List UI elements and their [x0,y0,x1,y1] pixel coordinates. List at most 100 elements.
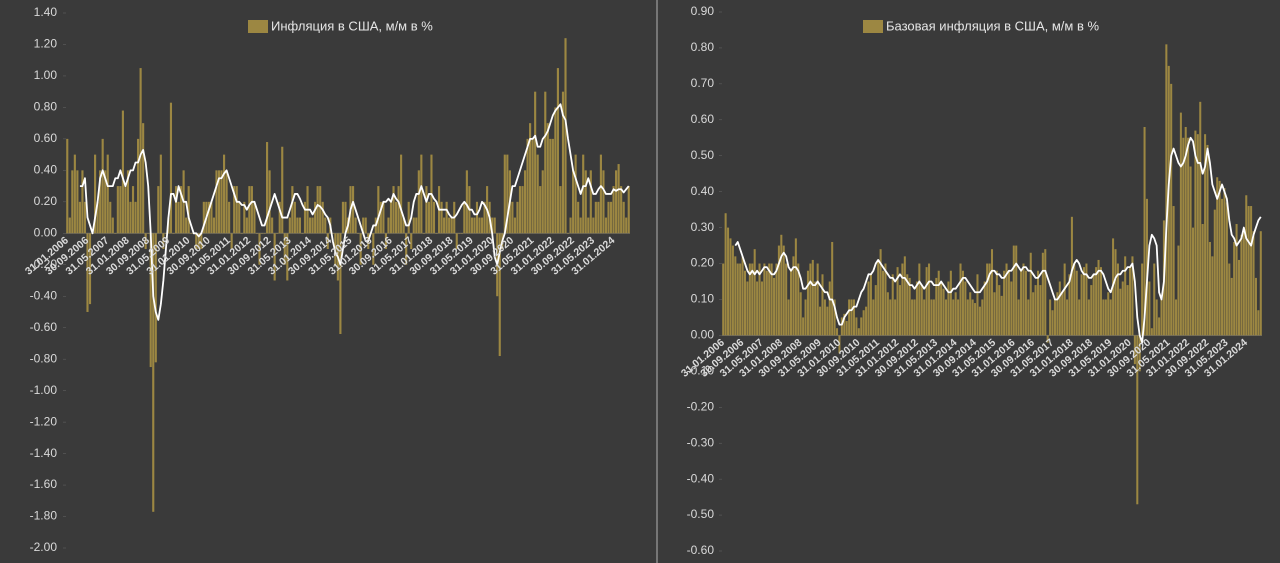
bar [354,217,357,234]
bar [76,170,79,234]
bar [1218,180,1221,336]
bar [607,201,610,234]
bar [139,68,142,234]
bar [235,186,238,234]
y-tick-label: 0.80 [691,40,715,54]
bar [99,170,102,234]
bar [341,201,345,234]
bar [773,277,776,336]
bar [911,299,914,336]
bar [281,146,284,234]
bar [935,277,938,336]
bar [86,233,89,312]
bar [1133,335,1136,365]
bar [1099,267,1102,336]
bar [995,270,998,336]
bar [869,274,872,336]
bar [425,186,428,234]
bar [364,217,367,234]
bar [1165,44,1168,336]
y-tick-label: 0.70 [691,76,715,90]
bar [582,154,585,234]
bar [400,154,403,234]
bar [569,217,572,234]
bar [1252,231,1255,336]
bar [990,249,994,336]
bar [243,201,246,234]
bar [412,217,415,234]
bar [1116,263,1119,336]
bar [460,233,463,234]
bar [546,123,549,234]
bar [463,201,466,234]
bar [1182,137,1185,336]
bar [724,213,727,336]
bar [1158,317,1161,336]
bar [402,217,405,234]
bar [1150,328,1153,336]
bar [831,241,834,336]
bar [420,154,423,234]
bar [68,217,71,234]
bar [579,217,582,234]
bar [1087,299,1090,336]
bar [1092,274,1095,336]
bar [511,201,514,234]
bar [245,217,248,234]
y-tick-label: -0.60 [30,320,58,334]
bar [149,233,152,368]
bar [1046,335,1049,343]
bar [746,281,749,336]
bar [357,233,360,234]
y-tick-label: 1.20 [34,37,58,51]
bar [531,138,534,234]
bar [615,170,618,234]
bar [109,201,112,234]
bar [792,256,795,336]
bar [66,138,69,234]
bar [612,186,615,234]
bar [1126,285,1129,336]
bar [172,233,175,234]
bar [1160,299,1163,336]
bar [1155,299,1158,336]
bar [470,217,473,234]
bar [266,142,269,234]
y-tick-label: 0.90 [691,4,715,18]
bar [523,170,527,234]
bar [288,217,291,234]
bar [806,270,809,336]
bar [964,281,967,336]
y-tick-label: -1.60 [30,477,58,491]
bar [443,217,446,234]
y-tick-label: -0.10 [687,364,715,378]
bar [727,227,730,336]
bar [493,217,496,234]
bar [983,281,986,336]
bar [1153,263,1156,336]
y-tick-label: 0.40 [34,163,58,177]
bar [944,299,948,336]
bar [473,217,476,234]
bar [1237,259,1241,336]
bar [1053,299,1056,336]
y-tick-label: -0.80 [30,351,58,365]
bar [379,201,382,234]
bar [326,233,329,250]
bar [751,263,754,336]
bar [867,281,870,336]
bar [1235,224,1238,336]
bar [886,292,889,336]
bar [480,217,484,234]
bar [529,123,532,234]
bar [845,321,848,336]
bar [1245,195,1248,336]
bar [821,274,824,336]
bar [458,233,461,234]
bar [923,299,926,336]
bar [794,238,797,336]
bar [722,263,725,336]
bar [906,274,909,336]
bar [377,186,380,234]
bar [331,233,334,234]
